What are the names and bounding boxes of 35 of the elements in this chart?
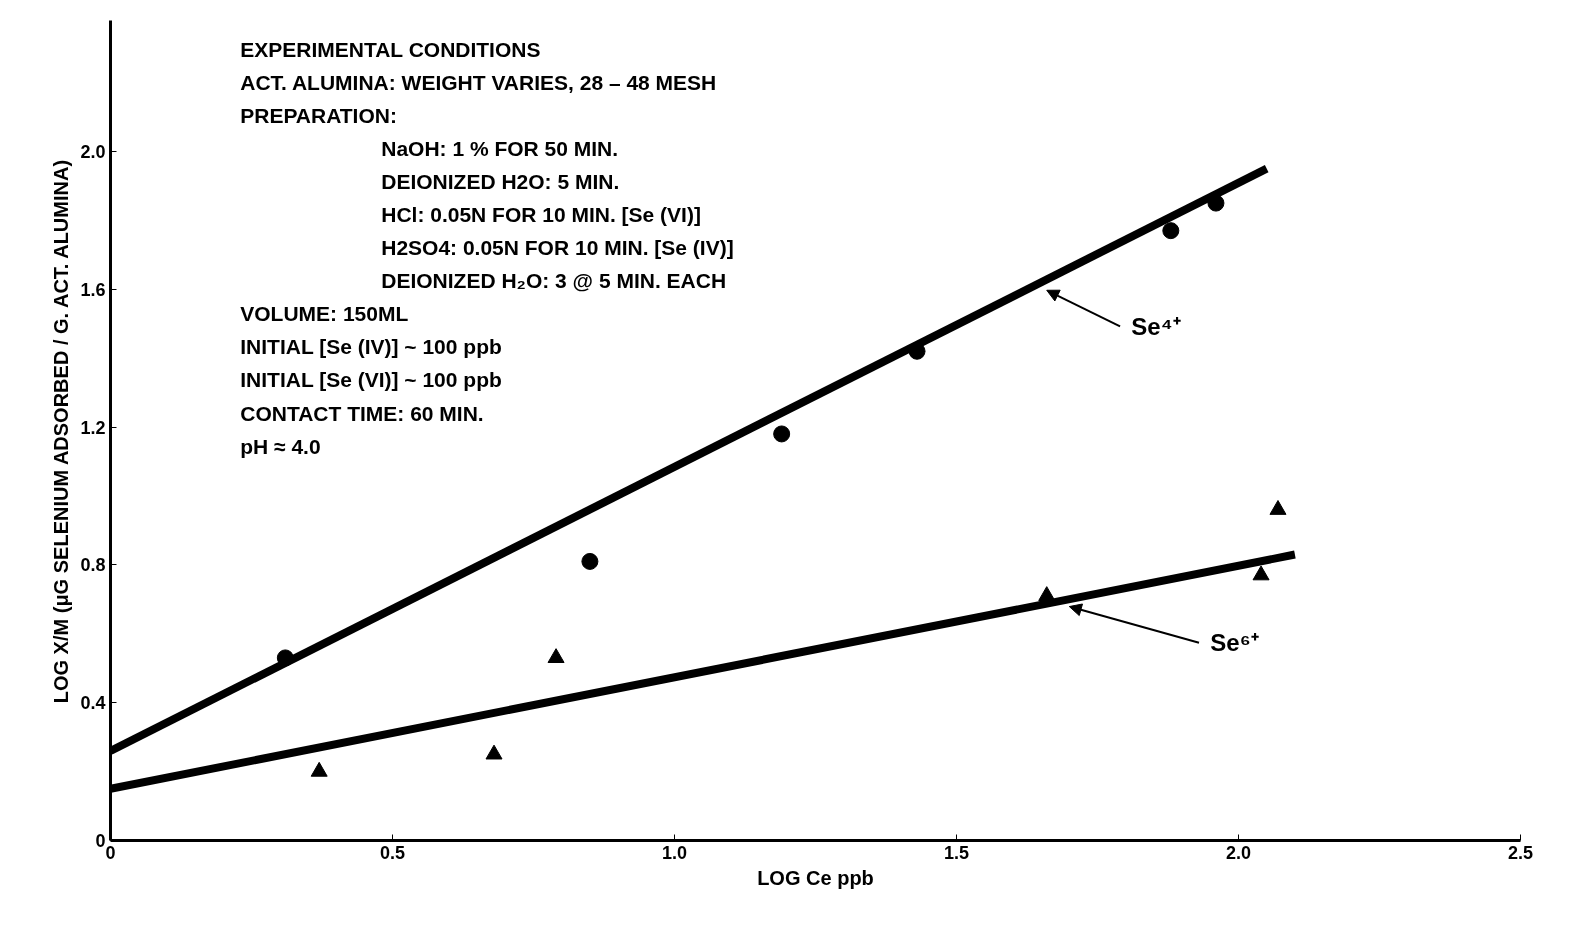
y-axis-title: LOG X/M (μG SELENIUM ADSORBED / G. ACT. ALUMINA) xyxy=(50,159,73,704)
annotation: INITIAL [Se (VI)] ~ 100 ppb xyxy=(240,368,502,392)
annotation: H2SO4: 0.05N FOR 10 MIN. [Se (IV)] xyxy=(381,236,734,260)
y-tick-label: 1.2 xyxy=(80,417,106,438)
annotation: EXPERIMENTAL CONDITIONS xyxy=(240,37,541,61)
annotation: pH ≈ 4.0 xyxy=(240,434,321,458)
point xyxy=(1269,500,1287,515)
annotation: INITIAL [Se (IV)] ~ 100 ppb xyxy=(240,335,502,359)
annotation: HCl: 0.05N FOR 10 MIN. [Se (VI)] xyxy=(381,203,701,227)
point xyxy=(485,744,503,760)
y-tick-label: 1.6 xyxy=(80,279,106,300)
annotation: DEIONIZED H₂O: 3 @ 5 MIN. EACH xyxy=(381,269,727,293)
x-tick-label: 1.0 xyxy=(661,842,688,863)
annotation: ACT. ALUMINA: WEIGHT VARIES, 28 – 48 MESH xyxy=(240,70,717,94)
y-tick-label: 0.8 xyxy=(80,555,106,576)
point xyxy=(1252,565,1270,581)
annotation: PREPARATION: xyxy=(240,103,397,127)
point xyxy=(310,761,328,777)
x-tick-label: 1.5 xyxy=(943,842,970,863)
point xyxy=(547,648,565,664)
text: Se⁴⁺ xyxy=(1131,312,1181,340)
text: Se⁶⁺ xyxy=(1210,629,1259,657)
annotation: VOLUME: 150ML xyxy=(240,302,409,326)
x-tick-label: 2.0 xyxy=(1225,842,1252,863)
annotation: CONTACT TIME: 60 MIN. xyxy=(240,401,484,425)
x-tick-label: 2.5 xyxy=(1507,842,1534,863)
point xyxy=(581,552,599,570)
x-tick-label: 0.5 xyxy=(379,842,406,863)
point xyxy=(773,425,791,443)
y-tick-label: 0.4 xyxy=(80,693,106,714)
y-tick-label: 2.0 xyxy=(80,141,106,162)
annotation: NaOH: 1 % FOR 50 MIN. xyxy=(381,136,619,160)
point xyxy=(1162,222,1180,240)
x-axis-title: LOG Ce ppb xyxy=(757,866,874,889)
annotation: DEIONIZED H2O: 5 MIN. xyxy=(381,170,620,194)
